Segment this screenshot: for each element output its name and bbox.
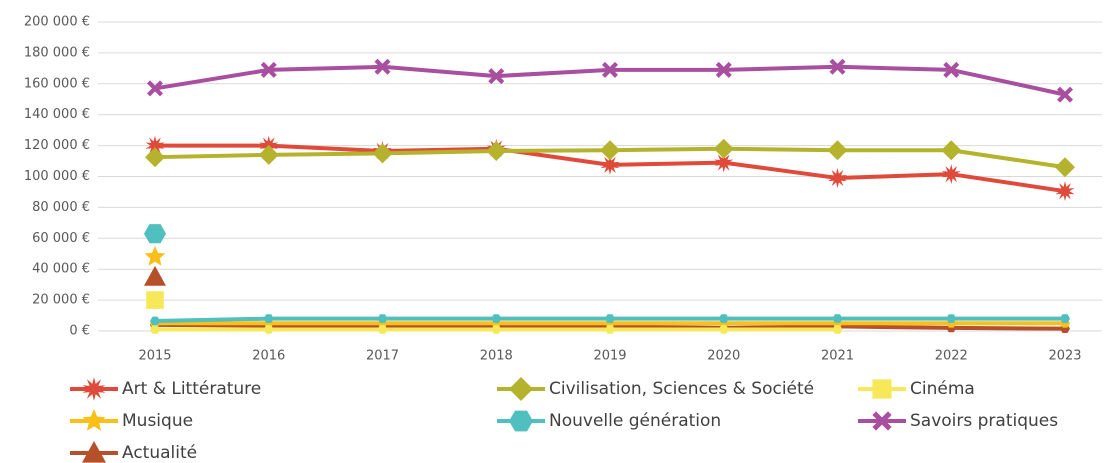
x-tick-label: 2021 [821, 349, 854, 364]
marker [263, 314, 274, 323]
marker [713, 138, 734, 159]
legend-marker [872, 379, 892, 399]
marker [1060, 314, 1070, 323]
marker [377, 314, 388, 323]
marker [605, 314, 615, 323]
marker [145, 147, 165, 168]
marker [258, 144, 279, 165]
marker [832, 314, 843, 323]
marker [491, 314, 502, 323]
marker [941, 164, 961, 185]
marker [827, 168, 848, 189]
legend-marker [872, 411, 892, 431]
y-tick-label: 160 000 € [24, 76, 90, 91]
x-tick-label: 2022 [935, 349, 968, 364]
marker [600, 154, 620, 175]
marker [827, 140, 848, 161]
y-tick-label: 0 € [69, 324, 90, 339]
y-tick-label: 40 000 € [32, 262, 90, 277]
marker [150, 325, 160, 334]
x-tick-label: 2015 [138, 349, 171, 364]
marker [602, 61, 618, 78]
marker [144, 245, 166, 266]
marker [941, 140, 962, 161]
x-tick-label: 2017 [366, 349, 399, 364]
marker [372, 143, 393, 164]
marker [491, 325, 502, 334]
legend-marker [82, 441, 106, 463]
legend-label: Actualité [122, 443, 197, 463]
x-tick-label: 2016 [252, 349, 285, 364]
marker [144, 265, 166, 286]
legend-label: Art & Littérature [122, 379, 261, 399]
marker [829, 58, 846, 75]
marker [145, 135, 165, 156]
marker [600, 140, 620, 161]
legend-marker [82, 377, 106, 401]
marker [263, 325, 274, 334]
legend-label: Nouvelle génération [549, 411, 721, 431]
legend-label: Cinéma [910, 379, 975, 399]
marker [1055, 157, 1075, 178]
marker [374, 58, 391, 75]
x-tick-label: 2020 [707, 349, 740, 364]
y-tick-label: 180 000 € [24, 45, 90, 60]
marker [832, 325, 843, 334]
y-tick-label: 200 000 € [24, 15, 90, 30]
y-tick-label: 80 000 € [32, 200, 90, 215]
marker [260, 61, 277, 78]
legend-label: Civilisation, Sciences & Société [549, 379, 814, 399]
marker [1057, 86, 1073, 103]
y-tick-label: 60 000 € [32, 231, 90, 246]
y-tick-label: 120 000 € [24, 138, 90, 153]
x-tick-label: 2019 [593, 349, 626, 364]
legend-label: Savoirs pratiques [910, 411, 1058, 431]
x-tick-label: 2018 [480, 349, 513, 364]
marker [943, 61, 960, 78]
x-tick-label: 2023 [1048, 349, 1081, 364]
marker [718, 325, 729, 334]
marker [605, 325, 615, 334]
marker [486, 141, 507, 162]
legend-marker [509, 377, 533, 401]
marker [488, 68, 505, 85]
marker [144, 224, 166, 244]
y-tick-label: 140 000 € [24, 107, 90, 122]
marker [1055, 181, 1075, 202]
marker [147, 80, 163, 97]
legend-label: Musique [122, 411, 193, 431]
marker [150, 316, 160, 326]
marker [715, 61, 732, 78]
y-tick-label: 20 000 € [32, 293, 90, 308]
marker [714, 152, 734, 173]
marker [146, 291, 164, 309]
legend-marker [82, 409, 106, 431]
marker [718, 314, 729, 323]
marker [377, 325, 388, 334]
legend-marker [509, 410, 533, 432]
marker [946, 314, 957, 323]
y-tick-label: 100 000 € [24, 169, 90, 184]
